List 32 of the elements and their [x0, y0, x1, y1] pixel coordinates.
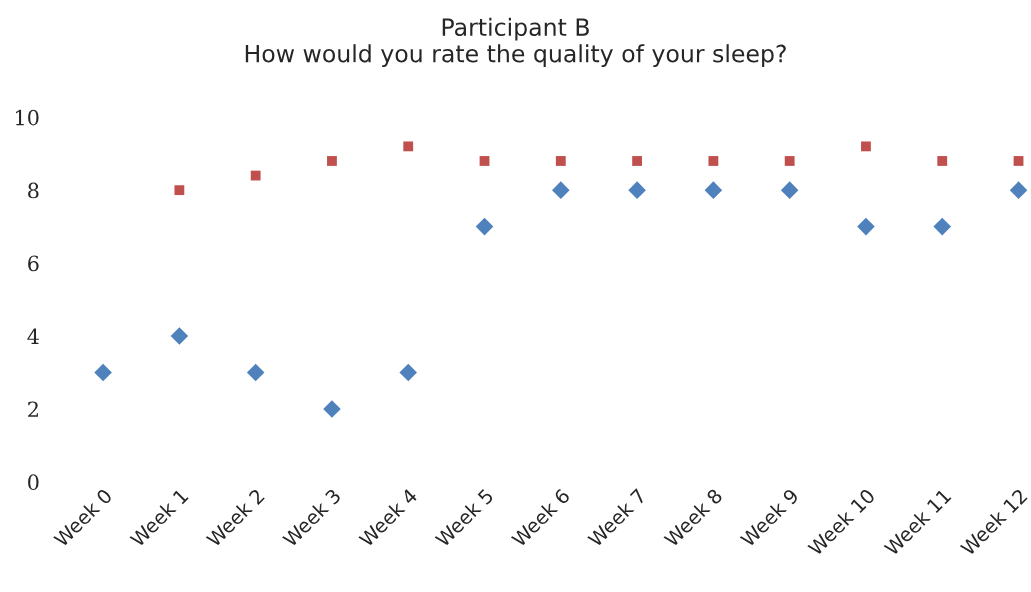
point	[784, 156, 795, 166]
point	[937, 156, 948, 166]
point	[399, 363, 418, 382]
point	[170, 327, 189, 345]
point	[704, 181, 723, 199]
point	[479, 156, 490, 166]
chart-title: Participant B How would you rate the quality of your sleep?	[245, 17, 786, 68]
point	[1013, 156, 1024, 166]
point	[323, 400, 341, 418]
point	[933, 217, 952, 236]
point	[861, 141, 871, 152]
point	[632, 156, 643, 166]
point	[708, 156, 719, 166]
y-tick-label: 10	[15, 109, 39, 126]
point	[552, 181, 570, 199]
point	[250, 170, 261, 181]
point	[1009, 181, 1028, 199]
point	[94, 363, 112, 382]
point	[246, 363, 265, 382]
point	[780, 181, 799, 199]
point	[628, 181, 646, 199]
point	[174, 185, 185, 196]
point	[555, 156, 566, 166]
y-tick-label: 2	[28, 401, 38, 417]
point	[403, 141, 414, 152]
y-tick-label: 0	[28, 474, 39, 491]
point	[857, 217, 875, 236]
y-tick-label: 8	[28, 182, 39, 199]
y-tick-label: 6	[28, 255, 39, 272]
point	[475, 217, 494, 236]
point	[327, 156, 337, 166]
y-tick-label: 4	[27, 328, 39, 344]
